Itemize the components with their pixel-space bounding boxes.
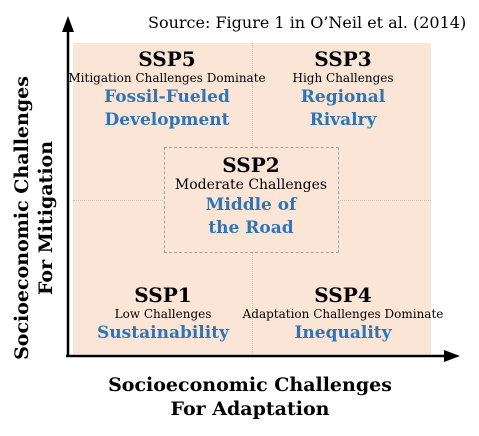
y-axis-label-line2: For Mitigation — [35, 140, 57, 296]
ssp5-challenge: Mitigation Challenges Dominate — [68, 71, 266, 85]
ssp3-title: SSP3 — [314, 47, 372, 71]
ssp2-scenario-line1: Middle of — [205, 195, 297, 215]
ssp4-challenge: Adaptation Challenges Dominate — [242, 307, 444, 321]
x-axis-label-line1: Socioeconomic Challenges — [108, 374, 392, 396]
ssp3-scenario-line1: Regional — [300, 87, 386, 107]
y-axis-label-line1: Socioeconomic Challenges — [11, 76, 33, 360]
source-citation: Source: Figure 1 in O’Neil et al. (2014) — [148, 13, 467, 32]
ssp3-scenario-line2: Rivalry — [309, 110, 377, 130]
center-box — [164, 147, 339, 253]
ssp2-title: SSP2 — [222, 153, 280, 177]
ssp5-scenario-line2: Development — [104, 110, 230, 130]
ssp4-title: SSP4 — [314, 283, 372, 307]
quadrant-ssp3: SSP3 High Challenges Regional Rivalry — [292, 48, 393, 132]
y-axis-arrow-icon — [62, 16, 74, 32]
x-axis-label: Socioeconomic Challenges For Adaptation — [108, 373, 392, 421]
ssp1-scenario-line1: Sustainability — [97, 323, 229, 343]
quadrant-ssp4: SSP4 Adaptation Challenges Dominate Ineq… — [243, 284, 444, 345]
ssp5-title: SSP5 — [138, 47, 196, 71]
quadrant-ssp1: SSP1 Low Challenges Sustainability — [97, 284, 229, 345]
x-axis-label-line2: For Adaptation — [170, 398, 330, 420]
ssp5-scenario-line1: Fossil-Fueled — [104, 87, 230, 107]
quadrant-ssp2: SSP2 Moderate Challenges Middle of the R… — [175, 154, 327, 240]
ssp1-title: SSP1 — [134, 283, 192, 307]
y-axis-label: Socioeconomic Challenges For Mitigation — [10, 76, 58, 360]
ssp3-challenge: High Challenges — [292, 71, 394, 85]
quadrant-ssp5: SSP5 Mitigation Challenges Dominate Foss… — [68, 48, 265, 132]
ssp2-scenario-line2: the Road — [208, 218, 294, 238]
ssp1-challenge: Low Challenges — [114, 307, 212, 321]
ssp4-scenario-line1: Inequality — [294, 323, 392, 343]
x-axis-arrow-icon — [444, 350, 460, 362]
ssp2-challenge: Moderate Challenges — [174, 177, 328, 193]
